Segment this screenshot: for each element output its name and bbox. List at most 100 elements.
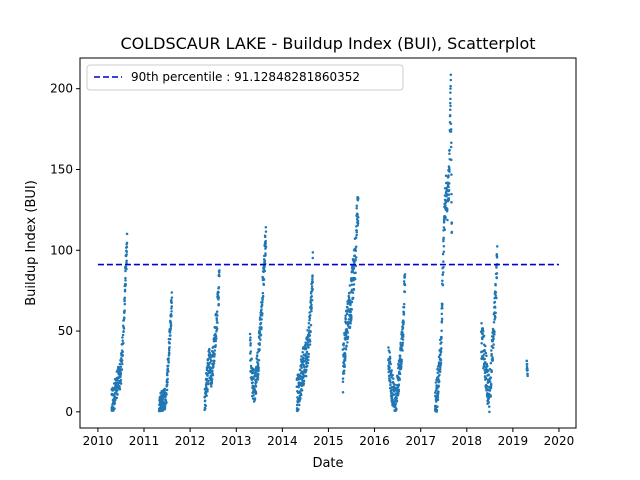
chart-title: COLDSCAUR LAKE - Buildup Index (BUI), Sc… (120, 34, 535, 53)
data-point (389, 383, 392, 387)
data-point (402, 302, 406, 306)
data-point (450, 221, 454, 224)
data-point (391, 373, 394, 377)
data-point (357, 216, 360, 219)
data-point (388, 351, 391, 354)
data-point (400, 362, 403, 366)
data-point (163, 405, 167, 408)
data-point (299, 358, 303, 361)
data-point (441, 283, 445, 287)
data-point (214, 344, 217, 347)
data-point (170, 307, 173, 310)
data-point (355, 233, 358, 237)
data-point (395, 396, 398, 400)
data-point (402, 333, 405, 336)
data-point (441, 279, 444, 282)
data-point (356, 224, 360, 227)
data-point (121, 362, 124, 366)
data-point (256, 362, 260, 365)
data-point (341, 380, 345, 383)
data-point (122, 316, 126, 319)
data-point (389, 362, 392, 366)
data-point (261, 312, 264, 315)
data-point (167, 361, 171, 364)
data-point (442, 244, 446, 248)
data-point (439, 363, 443, 366)
data-point (493, 318, 496, 321)
data-point (122, 327, 126, 330)
data-point (440, 312, 444, 316)
data-point (440, 341, 443, 344)
data-point (113, 393, 116, 396)
data-point (356, 213, 359, 216)
data-point (353, 254, 357, 257)
data-point (489, 386, 493, 390)
data-point (213, 353, 216, 356)
data-point (387, 377, 391, 380)
data-point (118, 385, 121, 389)
data-point (449, 122, 453, 126)
data-point (299, 397, 302, 400)
data-point (256, 364, 260, 367)
data-point (204, 404, 208, 408)
data-point (346, 341, 349, 344)
data-point (341, 377, 345, 380)
x-tick-label: 2013 (221, 434, 252, 448)
y-axis-ticks: 0 50 100 150 200 (50, 82, 80, 419)
data-point (256, 378, 260, 381)
data-point (307, 346, 310, 349)
data-point (310, 285, 314, 288)
data-point (441, 302, 444, 306)
data-point (300, 366, 303, 369)
data-point (399, 341, 402, 345)
data-point (302, 379, 306, 383)
data-point (484, 344, 487, 348)
data-point (387, 346, 390, 349)
data-point (492, 335, 495, 338)
data-point (349, 314, 353, 317)
data-point (263, 259, 267, 262)
data-point (438, 380, 441, 383)
data-point (310, 295, 313, 298)
data-point (295, 403, 299, 407)
x-tick-label: 2020 (544, 434, 575, 448)
data-point (494, 291, 498, 294)
data-point (344, 347, 348, 351)
data-point (355, 206, 358, 210)
data-point (207, 379, 210, 383)
data-point (165, 388, 169, 392)
data-point (401, 338, 405, 341)
data-point (119, 365, 123, 369)
data-point (436, 405, 439, 408)
data-point (212, 362, 216, 365)
data-point (343, 363, 346, 366)
data-point (118, 362, 122, 366)
data-point (442, 260, 445, 263)
data-point (485, 384, 489, 388)
data-point (401, 335, 405, 338)
data-point (436, 398, 440, 402)
data-point (250, 357, 253, 361)
data-point (492, 337, 495, 341)
data-point (259, 333, 263, 337)
data-point (311, 251, 315, 254)
data-point (170, 291, 174, 294)
data-point (249, 344, 252, 347)
data-point (444, 216, 447, 219)
data-point (449, 130, 453, 133)
x-tick-label: 2014 (267, 434, 298, 448)
data-point (342, 372, 346, 375)
x-tick-label: 2018 (452, 434, 483, 448)
data-point (254, 385, 258, 388)
data-point (299, 369, 302, 372)
data-point (489, 394, 492, 397)
data-point (344, 318, 347, 321)
data-point (306, 340, 310, 344)
data-point (116, 379, 119, 382)
data-point (125, 267, 128, 271)
data-point (435, 408, 439, 412)
data-point (258, 330, 262, 334)
data-point (398, 354, 402, 358)
data-point (208, 361, 212, 364)
data-point (252, 394, 255, 397)
